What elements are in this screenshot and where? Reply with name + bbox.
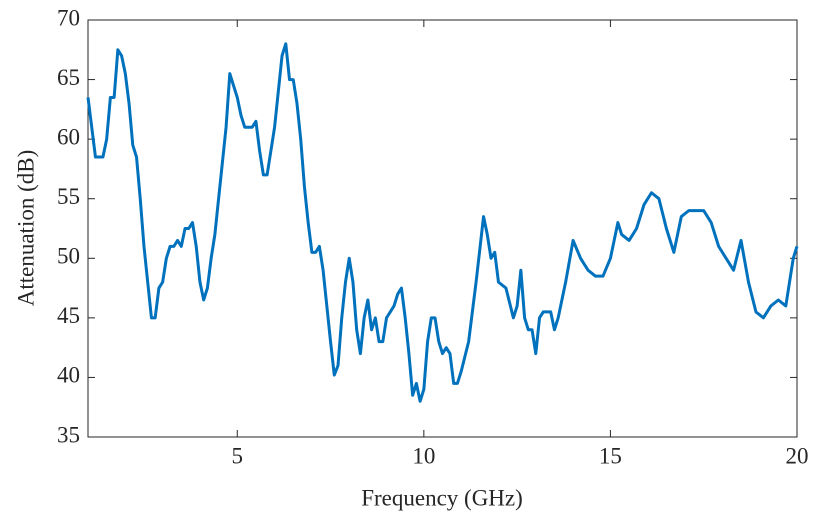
x-tick-label: 15 bbox=[599, 443, 622, 468]
y-tick-label: 50 bbox=[57, 244, 80, 269]
y-tick-label: 65 bbox=[57, 65, 80, 90]
y-tick-label: 35 bbox=[57, 422, 80, 447]
y-tick-label: 70 bbox=[57, 5, 80, 30]
y-axis-label: Attenuation (dB) bbox=[13, 150, 38, 307]
y-tick-label: 55 bbox=[57, 184, 80, 209]
x-tick-label: 20 bbox=[786, 443, 809, 468]
x-tick-label: 10 bbox=[412, 443, 435, 468]
data-line bbox=[86, 42, 799, 403]
y-tick-label: 45 bbox=[57, 303, 80, 328]
y-tick-label: 60 bbox=[57, 124, 80, 149]
x-tick-label: 5 bbox=[232, 443, 244, 468]
y-tick-label: 40 bbox=[57, 363, 80, 388]
x-axis-label: Frequency (GHz) bbox=[361, 485, 523, 510]
plot-frame bbox=[87, 19, 798, 438]
